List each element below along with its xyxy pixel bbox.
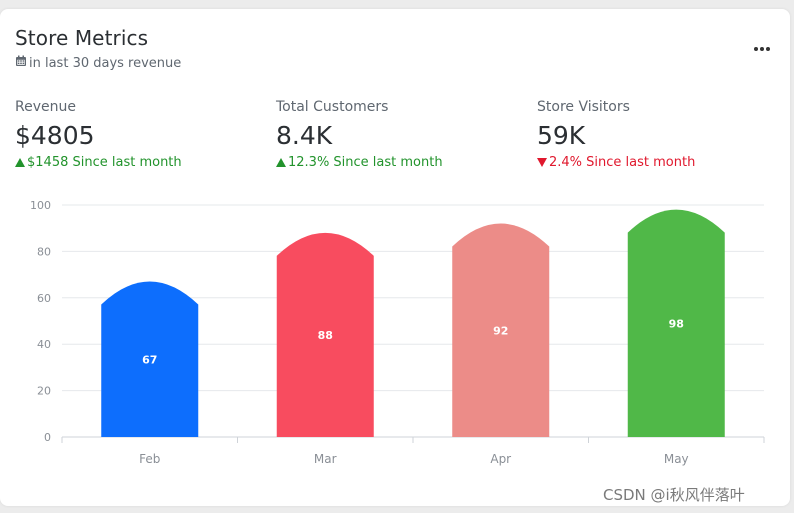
bar-data-label: 88 [318,329,333,342]
subtitle-text: in last 30 days revenue [29,55,182,71]
card-subtitle: in last 30 days revenue [15,55,181,71]
y-tick-label: 100 [30,199,51,212]
bar-data-label: 67 [142,353,157,366]
bar-data-label: 92 [493,324,508,337]
bar [276,232,374,437]
y-tick-label: 80 [37,245,51,258]
metric-revenue: Revenue $4805 $1458 Since last month [15,99,182,170]
metric-change-text: 2.4% Since last month [549,155,696,170]
metric-value: $4805 [15,121,95,150]
metric-change: 12.3% Since last month [276,155,443,170]
watermark-text: CSDN @i秋风伴落叶 [603,486,745,504]
bar [627,209,725,437]
calendar-icon [15,55,27,71]
metric-change-text: 12.3% Since last month [288,155,443,170]
arrow-up-icon [15,158,25,167]
y-tick-label: 60 [37,292,51,305]
metric-change-text: $1458 Since last month [27,155,182,170]
more-horizontal-icon[interactable] [752,40,772,54]
metric-change: $1458 Since last month [15,155,182,170]
metric-label: Total Customers [276,99,389,115]
bar-data-label: 98 [669,317,684,330]
metric-label: Revenue [15,99,76,115]
y-tick-label: 0 [44,431,51,444]
bar [452,223,550,437]
metric-value: 8.4K [276,121,333,150]
arrow-up-icon [276,158,286,167]
arrow-down-icon [537,158,547,167]
x-tick-label: Mar [314,452,337,466]
metric-total-customers: Total Customers 8.4K 12.3% Since last mo… [276,99,443,170]
card-title: Store Metrics [15,26,149,50]
y-tick-label: 40 [37,338,51,351]
x-tick-label: Apr [490,452,511,466]
metric-label: Store Visitors [537,99,630,115]
bar [101,281,199,437]
metric-value: 59K [537,121,586,150]
metric-change: 2.4% Since last month [537,155,695,170]
metric-store-visitors: Store Visitors 59K 2.4% Since last month [537,99,695,170]
x-tick-label: May [664,452,689,466]
x-tick-label: Feb [139,452,160,466]
y-tick-label: 20 [37,385,51,398]
